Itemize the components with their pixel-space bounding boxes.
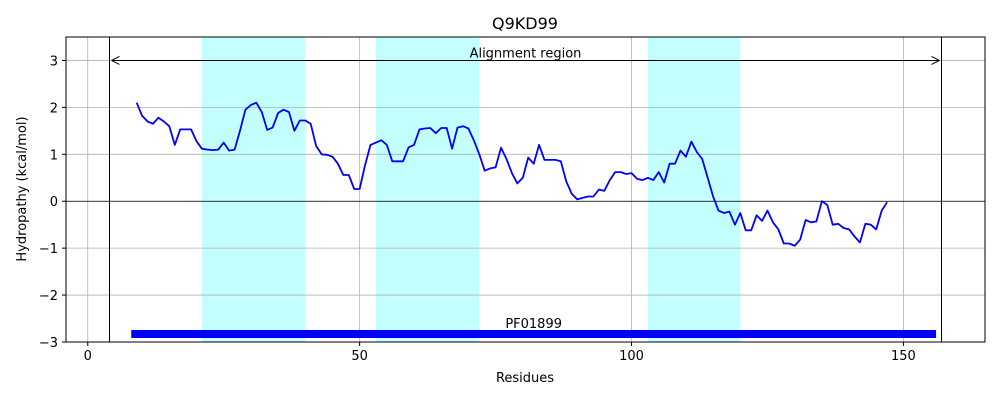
highlight-bands bbox=[201, 37, 741, 342]
x-tick-label: 100 bbox=[619, 349, 644, 364]
highlight-band bbox=[201, 37, 306, 342]
y-tick-label: 2 bbox=[50, 101, 58, 116]
y-tick-label: 0 bbox=[50, 195, 58, 210]
y-tick-label: −1 bbox=[39, 242, 58, 257]
alignment-region-label: Alignment region bbox=[470, 46, 582, 61]
alignment-arrow-left-head bbox=[111, 56, 120, 65]
chart-title: Q9KD99 bbox=[492, 14, 558, 33]
y-tick-label: 3 bbox=[50, 54, 58, 69]
domain-label: PF01899 bbox=[505, 317, 562, 332]
y-tick-label: −3 bbox=[39, 336, 58, 351]
plot-frame bbox=[65, 36, 986, 343]
hydropathy-line bbox=[135, 101, 888, 247]
x-tick-label: 0 bbox=[84, 349, 92, 364]
highlight-band bbox=[375, 37, 480, 342]
tick-layer: 0 50 100 150 −3 −2 −1 0 1 2 3 bbox=[39, 54, 916, 364]
x-axis-label: Residues bbox=[496, 371, 554, 386]
domain-layer: PF01899 bbox=[131, 317, 937, 339]
alignment-region-layer: Alignment region bbox=[109, 37, 942, 342]
y-tick-label: 1 bbox=[50, 148, 58, 163]
highlight-band bbox=[647, 37, 741, 342]
x-tick-label: 50 bbox=[351, 349, 368, 364]
alignment-arrow-right-head bbox=[931, 56, 940, 65]
x-tick-label: 150 bbox=[891, 349, 916, 364]
axes-frame bbox=[65, 36, 986, 343]
series-layer bbox=[135, 101, 888, 247]
y-axis-label: Hydropathy (kcal/mol) bbox=[15, 116, 30, 261]
y-tick-label: −2 bbox=[39, 289, 58, 304]
